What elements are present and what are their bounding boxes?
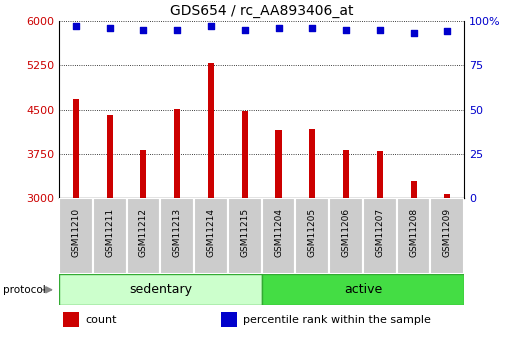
Point [173, 27, 181, 32]
Point [140, 27, 148, 32]
Text: GSM11204: GSM11204 [274, 208, 283, 257]
Bar [242, 111, 248, 198]
Bar [295, 198, 329, 274]
Bar [444, 194, 450, 198]
Point [308, 25, 317, 31]
Bar [363, 198, 397, 274]
Text: active: active [344, 283, 382, 296]
Text: GSM11206: GSM11206 [342, 208, 350, 257]
Bar [309, 129, 315, 198]
Point [72, 23, 80, 29]
Text: GSM11205: GSM11205 [308, 208, 317, 257]
Text: GSM11208: GSM11208 [409, 208, 418, 257]
Bar [228, 198, 262, 274]
Bar [262, 274, 464, 305]
Bar [275, 130, 282, 198]
Text: GSM11212: GSM11212 [139, 208, 148, 257]
Bar [160, 198, 194, 274]
Text: sedentary: sedentary [129, 283, 192, 296]
Text: GSM11210: GSM11210 [71, 208, 81, 257]
Bar [93, 198, 127, 274]
Bar [59, 274, 262, 305]
Bar [73, 99, 79, 198]
Bar [410, 181, 417, 198]
Text: percentile rank within the sample: percentile rank within the sample [243, 315, 431, 325]
Text: GSM11211: GSM11211 [105, 208, 114, 257]
Bar [194, 198, 228, 274]
Text: GSM11209: GSM11209 [443, 208, 452, 257]
Bar [127, 198, 160, 274]
Bar [343, 150, 349, 198]
Text: GSM11215: GSM11215 [240, 208, 249, 257]
Point [106, 25, 114, 31]
Bar [174, 109, 180, 198]
Point [207, 23, 215, 29]
Point [409, 30, 418, 36]
Bar [59, 198, 93, 274]
Text: protocol: protocol [3, 285, 45, 295]
Bar [262, 198, 295, 274]
Point [241, 27, 249, 32]
Text: GSM11213: GSM11213 [173, 208, 182, 257]
Bar [208, 63, 214, 198]
Bar [221, 312, 238, 327]
Point [342, 27, 350, 32]
Text: GSM11207: GSM11207 [376, 208, 384, 257]
Bar [430, 198, 464, 274]
Bar [107, 116, 113, 198]
Point [274, 25, 283, 31]
Bar [329, 198, 363, 274]
Bar [377, 151, 383, 198]
Text: GSM11214: GSM11214 [206, 208, 215, 257]
Text: count: count [85, 315, 117, 325]
Point [443, 29, 451, 34]
Bar [63, 312, 79, 327]
Title: GDS654 / rc_AA893406_at: GDS654 / rc_AA893406_at [170, 4, 353, 18]
Bar [397, 198, 430, 274]
Point [376, 27, 384, 32]
Bar [141, 150, 147, 198]
